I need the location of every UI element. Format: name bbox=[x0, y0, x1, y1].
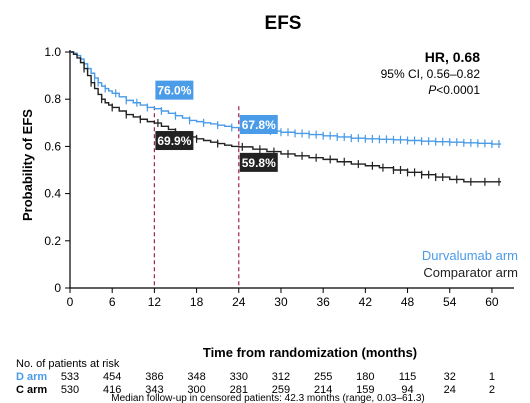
risk-cell: 115 bbox=[399, 371, 417, 383]
series-line bbox=[70, 51, 502, 145]
annotation-label: 69.9% bbox=[155, 131, 194, 151]
survival-curves bbox=[70, 51, 502, 186]
risk-cell: 259 bbox=[272, 384, 290, 396]
x-tick-label: 30 bbox=[274, 295, 288, 309]
annotation-label: 59.8% bbox=[239, 152, 278, 172]
risk-cell: 533 bbox=[61, 371, 79, 383]
risk-cell: 416 bbox=[103, 384, 121, 396]
x-tick-label: 0 bbox=[67, 295, 74, 309]
hr-ci: 95% CI, 0.56–0.82 bbox=[381, 67, 481, 81]
hazard-ratio-block: HR, 0.68 95% CI, 0.56–0.82 P<0.0001 bbox=[381, 49, 481, 97]
risk-cell: 1 bbox=[489, 371, 495, 383]
hr-p: P<0.0001 bbox=[428, 83, 480, 97]
risk-cell: 330 bbox=[230, 371, 248, 383]
x-tick-label: 18 bbox=[190, 295, 204, 309]
annotation-box bbox=[239, 152, 278, 172]
annotation-label: 76.0% bbox=[155, 80, 194, 100]
risk-cell: 386 bbox=[145, 371, 163, 383]
annotation-text: 59.8% bbox=[242, 156, 276, 170]
legend: Durvalumab arm Comparator arm bbox=[422, 248, 518, 280]
y-tick-label: 0.8 bbox=[44, 92, 61, 106]
reference-lines bbox=[153, 106, 240, 288]
risk-cell: 281 bbox=[230, 384, 248, 396]
risk-cell: 343 bbox=[145, 384, 163, 396]
x-tick-label: 6 bbox=[109, 295, 116, 309]
hr-title: HR, 0.68 bbox=[425, 49, 480, 65]
x-tick-label: 36 bbox=[316, 295, 330, 309]
risk-table: No. of patients at risk D arm 533 454 386 34… bbox=[16, 358, 495, 396]
annotation-text: 76.0% bbox=[157, 84, 191, 98]
risk-cell: 214 bbox=[314, 384, 332, 396]
risk-cell: 32 bbox=[444, 371, 456, 383]
risk-table-title: No. of patients at risk bbox=[16, 358, 120, 370]
legend-comparator: Comparator arm bbox=[423, 265, 518, 280]
landmark-annotations: 76.0% 67.8% 69.9% 59.8% bbox=[155, 80, 278, 172]
risk-cell: 348 bbox=[187, 371, 205, 383]
annotation-box bbox=[239, 114, 278, 134]
x-tick-label: 48 bbox=[401, 295, 415, 309]
y-tick-label: 0.2 bbox=[44, 234, 61, 248]
y-axis-label: Probability of EFS bbox=[20, 109, 35, 221]
y-tick-label: 0.4 bbox=[44, 187, 61, 201]
risk-row-label: C arm bbox=[16, 384, 47, 396]
risk-cell: 312 bbox=[272, 371, 290, 383]
annotation-text: 67.8% bbox=[242, 118, 276, 132]
axes: 0 0.2 0.4 0.6 0.8 1.0 0 6 12 18 24 30 36 42 48 54 60 bbox=[44, 45, 514, 309]
annotation-box bbox=[155, 131, 194, 151]
x-tick-label: 24 bbox=[232, 295, 246, 309]
annotation-text: 69.9% bbox=[157, 134, 191, 148]
risk-cell: 159 bbox=[356, 384, 374, 396]
annotation-label: 67.8% bbox=[239, 114, 278, 134]
risk-cell: 300 bbox=[187, 384, 205, 396]
hr-p-label: P bbox=[428, 83, 436, 97]
annotation-box bbox=[155, 80, 194, 100]
x-tick-label: 60 bbox=[485, 295, 499, 309]
legend-durvalumab: Durvalumab arm bbox=[422, 248, 518, 263]
risk-row-label: D arm bbox=[16, 371, 47, 383]
y-tick-label: 0 bbox=[54, 281, 61, 295]
x-tick-label: 42 bbox=[359, 295, 373, 309]
risk-cell: 24 bbox=[444, 384, 456, 396]
risk-cell: 255 bbox=[314, 371, 332, 383]
risk-cell: 180 bbox=[356, 371, 374, 383]
x-tick-label: 54 bbox=[443, 295, 457, 309]
hr-p-value: <0.0001 bbox=[436, 83, 480, 97]
risk-cell: 94 bbox=[401, 384, 413, 396]
risk-cell: 530 bbox=[61, 384, 79, 396]
chart-title: EFS bbox=[265, 13, 302, 34]
x-tick-label: 12 bbox=[148, 295, 162, 309]
risk-cell: 2 bbox=[489, 384, 495, 396]
x-axis-label: Time from randomization (months) bbox=[203, 345, 417, 360]
risk-cell: 454 bbox=[103, 371, 121, 383]
y-tick-label: 1.0 bbox=[44, 45, 61, 59]
footnote: Median follow-up in censored patients: 4… bbox=[111, 393, 425, 403]
y-tick-label: 0.6 bbox=[44, 139, 61, 153]
